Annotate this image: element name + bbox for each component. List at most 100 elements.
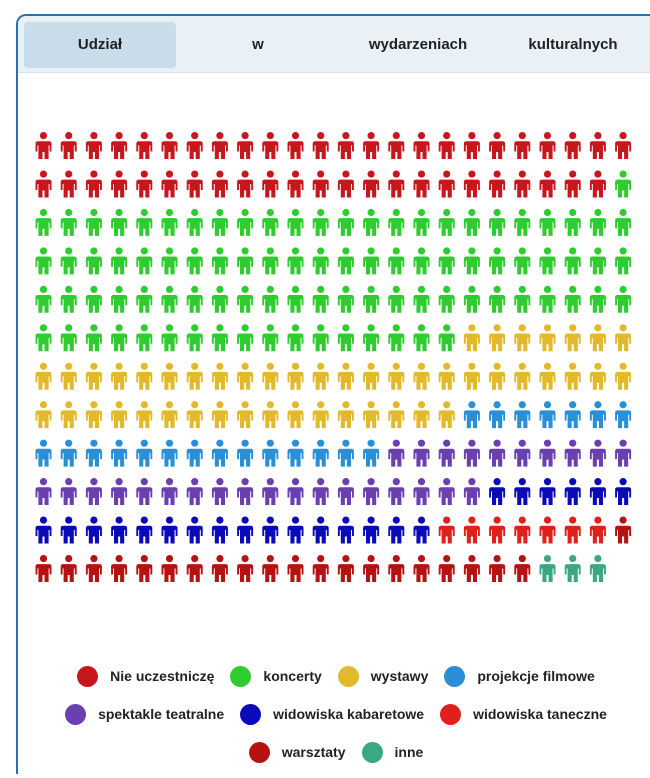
- person-icon: [35, 247, 52, 275]
- person-icon: [564, 208, 581, 236]
- person-icon: [111, 516, 128, 544]
- person-icon: [60, 132, 77, 159]
- person-icon: [514, 478, 531, 506]
- person-icon: [287, 362, 304, 390]
- person-icon: [211, 401, 228, 429]
- person-icon: [363, 516, 380, 544]
- person-icon: [35, 132, 52, 159]
- person-icon: [35, 208, 52, 236]
- person-icon: [111, 132, 128, 159]
- person-icon: [161, 285, 178, 313]
- person-icon: [564, 132, 581, 159]
- person-icon: [211, 324, 228, 352]
- person-icon: [186, 208, 203, 236]
- person-icon: [136, 132, 153, 159]
- person-icon: [337, 132, 354, 159]
- person-icon: [161, 132, 178, 159]
- legend-label: inne: [394, 744, 424, 760]
- person-icon: [161, 247, 178, 275]
- person-icon: [262, 170, 279, 198]
- person-icon: [262, 208, 279, 236]
- person-icon: [539, 170, 556, 198]
- person-icon: [237, 516, 254, 544]
- person-icon: [539, 247, 556, 275]
- person-icon: [161, 208, 178, 236]
- legend-item-inne[interactable]: inne: [361, 741, 424, 763]
- person-icon: [615, 516, 632, 544]
- legend-swatch: [440, 703, 462, 725]
- person-icon: [262, 132, 279, 159]
- person-icon: [60, 285, 77, 313]
- legend-label: warsztaty: [281, 744, 346, 760]
- person-icon: [463, 132, 480, 159]
- person-icon: [262, 324, 279, 352]
- person-icon: [237, 362, 254, 390]
- person-icon: [539, 362, 556, 390]
- person-icon: [136, 516, 153, 544]
- person-icon: [489, 554, 506, 582]
- person-icon: [413, 362, 430, 390]
- person-icon: [388, 132, 405, 159]
- person-icon: [136, 401, 153, 429]
- person-icon: [186, 554, 203, 582]
- person-icon: [463, 362, 480, 390]
- legend-item-warsztaty[interactable]: warsztaty: [248, 741, 346, 763]
- person-icon: [564, 324, 581, 352]
- person-icon: [312, 208, 329, 236]
- tab-kulturalnych[interactable]: kulturalnych: [528, 36, 618, 53]
- person-icon: [262, 478, 279, 506]
- legend-swatch: [240, 703, 262, 725]
- person-icon: [287, 439, 304, 467]
- person-icon: [438, 247, 455, 275]
- person-icon: [211, 516, 228, 544]
- tab-wydarzeniach[interactable]: wydarzeniach: [368, 36, 468, 53]
- person-icon: [463, 401, 480, 429]
- person-icon: [161, 401, 178, 429]
- person-icon: [589, 362, 606, 390]
- person-icon: [539, 554, 556, 582]
- person-icon: [413, 132, 430, 159]
- chart-panel: Udział w wydarzeniach kulturalnych Nie u…: [16, 14, 650, 774]
- legend-item-widowiska-kabaretowe[interactable]: widowiska kabaretowe: [240, 703, 424, 725]
- legend-item-widowiska-taneczne[interactable]: widowiska taneczne: [440, 703, 607, 725]
- person-icon: [111, 362, 128, 390]
- person-icon: [111, 478, 128, 506]
- person-icon: [136, 324, 153, 352]
- legend-item-projekcje-filmowe[interactable]: projekcje filmowe: [444, 665, 595, 687]
- person-icon: [312, 554, 329, 582]
- person-icon: [337, 401, 354, 429]
- person-icon: [35, 439, 52, 467]
- person-icon: [312, 516, 329, 544]
- person-icon: [363, 478, 380, 506]
- person-icon: [589, 208, 606, 236]
- person-icon: [489, 401, 506, 429]
- person-icon: [489, 478, 506, 506]
- person-icon: [489, 439, 506, 467]
- legend-item-nie-uczestnicze[interactable]: Nie uczestniczę: [77, 665, 214, 687]
- person-icon: [237, 208, 254, 236]
- person-icon: [211, 478, 228, 506]
- person-icon: [186, 362, 203, 390]
- legend-swatch: [337, 665, 359, 687]
- person-icon: [564, 285, 581, 313]
- person-icon: [363, 132, 380, 159]
- person-icon: [85, 285, 102, 313]
- person-icon: [514, 247, 531, 275]
- person-icon: [413, 516, 430, 544]
- person-icon: [438, 170, 455, 198]
- person-icon: [388, 439, 405, 467]
- tab-w[interactable]: w: [252, 36, 264, 53]
- person-icon: [388, 362, 405, 390]
- tab-udzial[interactable]: Udział: [24, 22, 176, 68]
- legend-item-wystawy[interactable]: wystawy: [337, 665, 428, 687]
- person-icon: [413, 247, 430, 275]
- legend-item-koncerty[interactable]: koncerty: [230, 665, 322, 687]
- person-icon: [287, 478, 304, 506]
- person-icon: [85, 439, 102, 467]
- person-icon: [438, 324, 455, 352]
- person-icon: [237, 247, 254, 275]
- legend-swatch: [444, 665, 466, 687]
- legend-item-spektakle-teatralne[interactable]: spektakle teatralne: [65, 703, 224, 725]
- person-icon: [60, 362, 77, 390]
- person-icon: [211, 362, 228, 390]
